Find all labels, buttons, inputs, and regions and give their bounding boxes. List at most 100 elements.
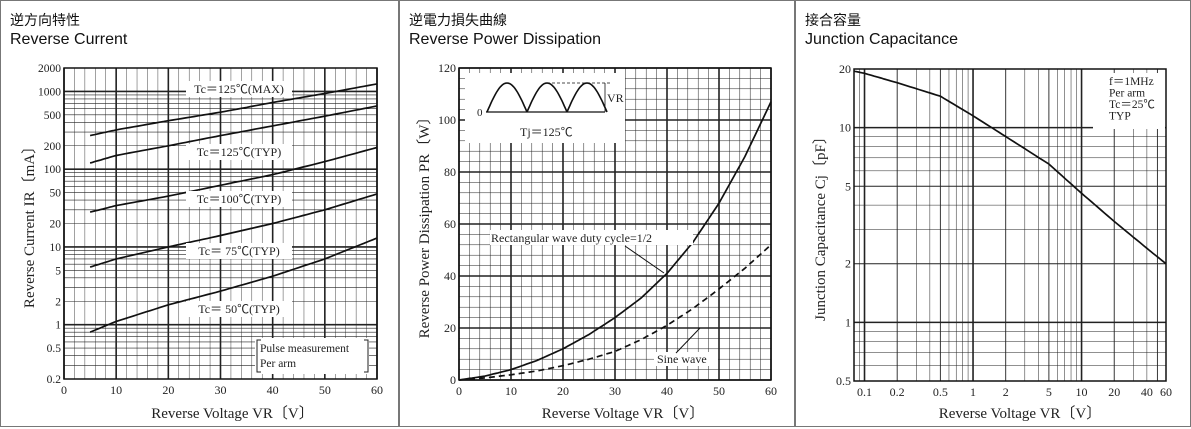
- series-label: Sine wave: [657, 352, 707, 366]
- reverse-current-chart: 0 10 20 30 40 50 60 0.2 0.5 1 2 5 10 20 50 100 200 500 100…: [21, 63, 383, 422]
- series-label: Tc＝125℃(MAX): [194, 82, 284, 96]
- annotation-text: Per arm: [260, 358, 296, 370]
- junction-capacitance-title: Junction Capacitance: [805, 31, 958, 48]
- series-label: Tc＝ 75℃(TYP): [198, 244, 279, 258]
- y-tick-label: 60: [444, 217, 456, 231]
- x-tick-label: 0.1: [857, 385, 872, 399]
- x-tick-label: 30: [609, 384, 621, 398]
- x-axis-label: Reverse Voltage VR〔V〕: [542, 405, 705, 422]
- y-tick-label: 10: [839, 121, 851, 135]
- inset-waveform: [486, 82, 528, 113]
- series-label: Tc＝125℃(TYP): [197, 145, 281, 159]
- x-tick-label: 60: [371, 383, 383, 397]
- x-tick-label: 10: [505, 384, 517, 398]
- reverse-current-title-jp: 逆方向特性: [10, 13, 80, 29]
- y-tick-label: 2: [845, 257, 851, 271]
- junction-capacitance-panel: 接合容量 Junction Capacitance 0.1 0.2 0.5 1 2 5 10…: [795, 0, 1191, 427]
- y-tick-label: 200: [44, 141, 62, 153]
- x-tick-label: 0: [61, 383, 67, 397]
- reverse-power-panel: 逆電力損失曲線 Reverse Power Dissipation 0 10 20 3…: [399, 0, 795, 427]
- y-tick-label: 40: [444, 269, 456, 283]
- y-tick-label: 20: [839, 62, 851, 76]
- y-tick-label: 1: [845, 315, 851, 329]
- inset-bg: [465, 73, 625, 143]
- series-label-bg: [186, 81, 292, 97]
- inset-zero-label: 0: [477, 107, 483, 119]
- y-tick-label: 10: [50, 242, 62, 254]
- y-axis-label: Junction Capacitance Cj〔pF〕: [812, 129, 829, 321]
- y-tick-label: 1000: [38, 86, 61, 98]
- x-tick-label: 50: [713, 384, 725, 398]
- capacitance-series: [853, 70, 1167, 265]
- x-tick-label: 5: [1046, 385, 1052, 399]
- x-tick-label: 1: [970, 385, 976, 399]
- y-axis-label: Reverse Power Dissipation PR〔W〕: [416, 110, 433, 339]
- plot-frame: [63, 67, 378, 380]
- inset-vr-label: VR: [607, 91, 624, 105]
- series-label-bg: [186, 301, 292, 317]
- x-tick-label: 10: [110, 383, 122, 397]
- y-tick-label: 120: [438, 61, 456, 75]
- y-tick-label: 0.5: [836, 374, 851, 388]
- x-tick-label: 40: [1141, 385, 1153, 399]
- series-label-bg: [186, 243, 292, 259]
- plot-frame: [853, 68, 1167, 382]
- reverse-current-series: [89, 146, 378, 213]
- y-axis-label: Reverse Current IR〔mA〕: [21, 139, 38, 308]
- x-axis-label: Reverse Voltage VR〔V〕: [151, 405, 314, 422]
- x-tick-label: 0.5: [933, 385, 948, 399]
- reverse-power-chart: 0 10 20 30 40 50 60 0 20 40 60 80 100 120 Reverse Volt…: [416, 61, 777, 422]
- series-label-bg: [186, 144, 292, 160]
- x-tick-label: 2: [1003, 385, 1009, 399]
- y-tick-label: 100: [44, 164, 62, 176]
- y-tick-label: 1: [55, 320, 61, 332]
- y-tick-label: 5: [55, 265, 61, 277]
- legend-text: f＝1MHz: [1109, 76, 1154, 88]
- plot-frame: [458, 67, 772, 381]
- series-label: Tc＝100℃(TYP): [197, 192, 281, 206]
- legend-text: Tc＝25℃: [1109, 99, 1155, 111]
- y-tick-label: 5: [845, 179, 851, 193]
- series-label: Rectangular wave duty cycle=1/2: [491, 231, 652, 245]
- series-label-bg: [490, 230, 693, 245]
- y-tick-label: 20: [50, 219, 62, 231]
- reverse-current-panel: 逆方向特性 Reverse Current 0 10 20 30 40 50 60 0.2 0.…: [0, 0, 399, 427]
- x-tick-label: 0.2: [890, 385, 905, 399]
- y-tick-label: 80: [444, 165, 456, 179]
- y-tick-label: 0.5: [47, 343, 62, 355]
- x-tick-label: 0: [456, 384, 462, 398]
- y-tick-label: 2000: [38, 63, 61, 75]
- junction-capacitance-title-jp: 接合容量: [805, 13, 861, 29]
- legend-text: TYP: [1109, 111, 1131, 123]
- reverse-power-title-jp: 逆電力損失曲線: [409, 13, 507, 29]
- x-tick-label: 40: [661, 384, 673, 398]
- x-tick-label: 30: [215, 383, 227, 397]
- annotation-text: Pulse measurement: [260, 343, 350, 355]
- reverse-current-series: [89, 193, 378, 268]
- y-tick-label: 100: [438, 113, 456, 127]
- reverse-current-series: [89, 237, 378, 333]
- reverse-current-title: Reverse Current: [10, 31, 128, 48]
- y-tick-label: 0: [450, 373, 456, 387]
- y-tick-label: 50: [50, 188, 62, 200]
- sine-wave-series: [458, 244, 772, 381]
- x-axis-label: Reverse Voltage VR〔V〕: [939, 405, 1102, 422]
- x-tick-label: 50: [319, 383, 331, 397]
- x-tick-label: 40: [267, 383, 279, 397]
- x-tick-label: 60: [1160, 385, 1172, 399]
- legend-text: Per arm: [1109, 88, 1145, 100]
- series-label-bg: [186, 191, 292, 207]
- label-leader: [675, 327, 701, 354]
- y-tick-label: 2: [55, 296, 61, 308]
- y-tick-label: 0.2: [47, 374, 62, 386]
- x-tick-label: 20: [557, 384, 569, 398]
- reverse-power-title: Reverse Power Dissipation: [409, 31, 602, 48]
- x-tick-label: 20: [162, 383, 174, 397]
- rectangular-wave-series: [458, 101, 772, 381]
- x-tick-label: 20: [1108, 385, 1120, 399]
- y-tick-label: 500: [44, 110, 62, 122]
- annotation-bg: [255, 338, 369, 374]
- reverse-current-series: [89, 83, 378, 137]
- x-tick-label: 10: [1076, 385, 1088, 399]
- label-leader: [624, 245, 665, 274]
